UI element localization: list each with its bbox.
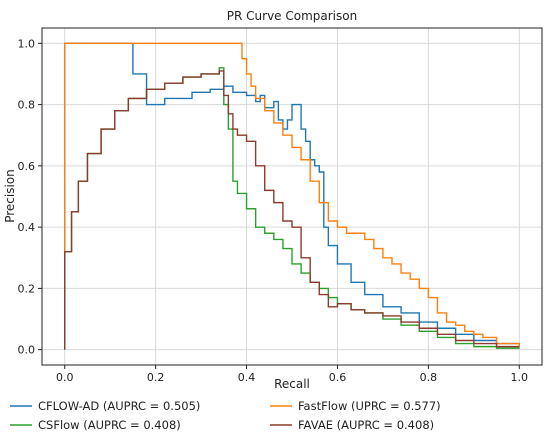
legend-label: CFLOW-AD (AUPRC = 0.505)	[38, 399, 200, 413]
x-axis-label: Recall	[274, 377, 310, 391]
x-tick-label: 0.6	[329, 371, 347, 384]
y-tick-label: 0.2	[18, 282, 36, 295]
x-tick-label: 0.2	[147, 371, 165, 384]
legend-label: FAVAE (AUPRC = 0.408)	[298, 418, 434, 432]
chart-title: PR Curve Comparison	[227, 9, 357, 23]
series-line-2	[64, 42, 520, 350]
legend-label: FastFlow (UPRC = 0.577)	[298, 399, 441, 413]
y-axis-label: Precision	[3, 169, 17, 223]
y-tick-label: 0.0	[18, 344, 36, 357]
y-tick-label: 0.6	[18, 160, 36, 173]
series-line-1	[64, 42, 520, 350]
y-tick-label: 0.4	[18, 221, 36, 234]
series-line-4	[64, 70, 520, 350]
plot-area: 0.0 0.2 0.4 0.6 0.8 1.0 0.0 0.2 0.4 0.6 0.8 1.0	[18, 27, 543, 384]
x-tick-label: 0.0	[56, 371, 74, 384]
legend-label: CSFlow (AUPRC = 0.408)	[38, 418, 181, 432]
x-tick-label: 0.8	[420, 371, 438, 384]
y-tick-label: 1.0	[18, 37, 36, 50]
x-tick-label: 1.0	[511, 371, 529, 384]
legend: CFLOW-AD (AUPRC = 0.505) FastFlow (UPRC =…	[10, 399, 441, 432]
plot-frame	[41, 27, 543, 366]
x-tick-label: 0.4	[238, 371, 256, 384]
y-tick-label: 0.8	[18, 99, 36, 112]
